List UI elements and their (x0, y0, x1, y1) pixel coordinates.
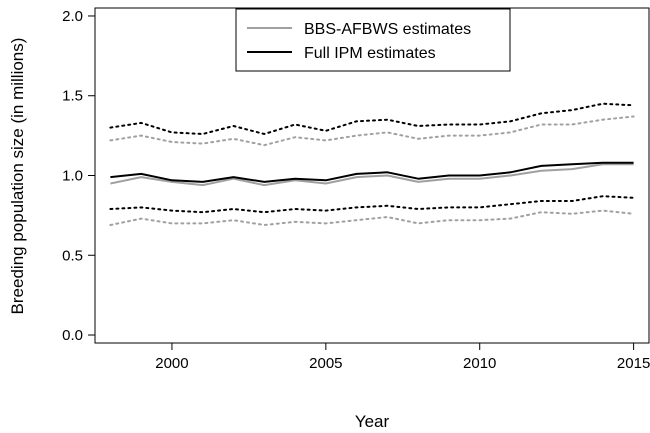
ci-line-4 (109, 209, 635, 226)
ci-line-3 (109, 102, 635, 135)
y-tick-label: 2.0 (62, 8, 83, 25)
x-axis: 2000 2005 2010 2015 (155, 343, 650, 372)
x-axis-title: Year (355, 412, 390, 431)
ci-line-2 (109, 115, 635, 147)
y-tick-label: 1.5 (62, 88, 83, 105)
legend-box (235, 8, 511, 72)
legend-label-ipm: Full IPM estimates (304, 45, 436, 62)
series-line-1 (110, 161, 634, 183)
y-tick-label: 1.0 (62, 168, 83, 185)
x-tick-label: 2000 (155, 355, 188, 372)
x-tick-label: 2015 (617, 355, 650, 372)
x-tick-label: 2005 (309, 355, 342, 372)
legend: BBS-AFBWS estimates Full IPM estimates (235, 8, 511, 72)
ci-line-5 (109, 195, 635, 214)
series-layer (109, 102, 635, 226)
series-line-0 (110, 163, 634, 187)
y-tick-label: 0.0 (62, 327, 83, 344)
x-tick-label: 2010 (463, 355, 496, 372)
y-axis: 0.0 0.5 1.0 1.5 2.0 (62, 8, 96, 344)
legend-label-bbs: BBS-AFBWS estimates (304, 21, 471, 38)
y-axis-title: Breeding population size (in millions) (8, 38, 27, 315)
y-tick-label: 0.5 (62, 247, 83, 264)
